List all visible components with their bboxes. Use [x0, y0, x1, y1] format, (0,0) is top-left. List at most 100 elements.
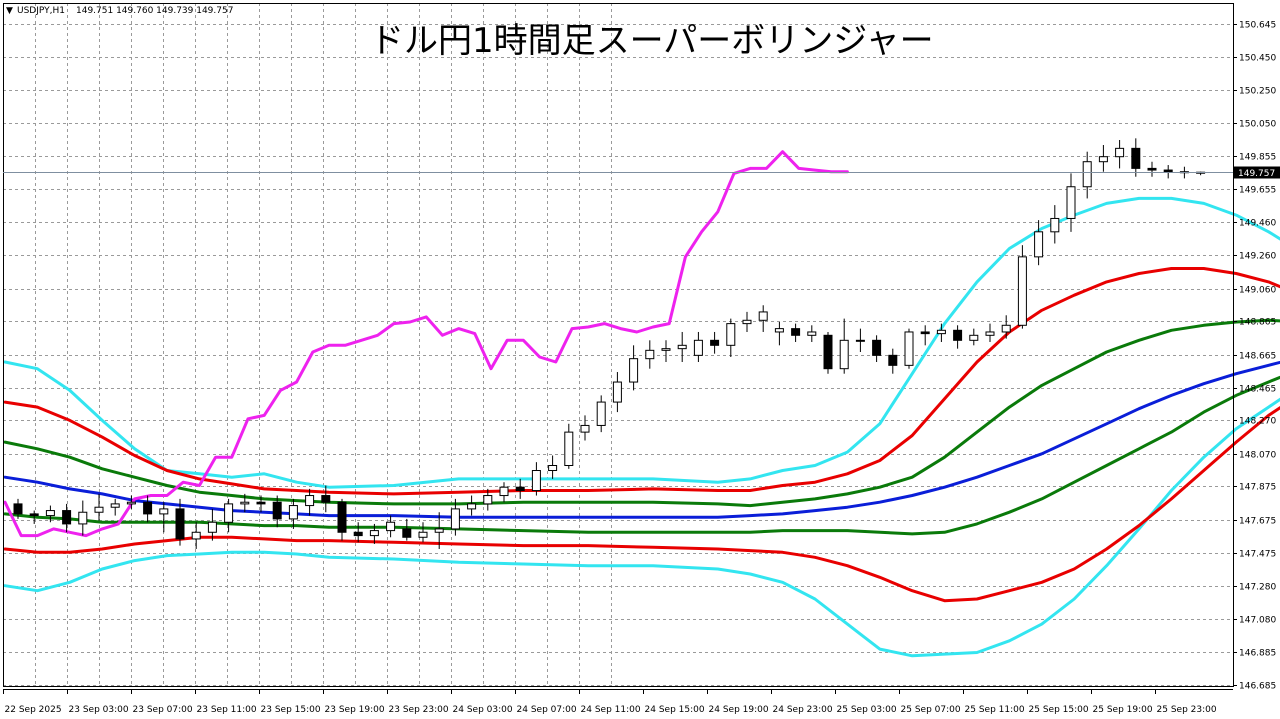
- candle: [807, 325, 817, 342]
- time-tick-label: 24 Sep 15:00: [645, 705, 705, 715]
- candle: [224, 498, 234, 533]
- candle: [726, 318, 736, 358]
- price-tick-label: 148.465: [1239, 385, 1276, 395]
- candle: [353, 522, 363, 543]
- candle-body-bear: [1163, 169, 1173, 173]
- candle-body-bear: [175, 508, 185, 540]
- price-tick-label: 146.885: [1239, 649, 1276, 659]
- candle: [1147, 161, 1157, 177]
- band-upper3: [3, 196, 1280, 489]
- candle-body-bull: [499, 486, 509, 497]
- candle-body-bull: [45, 510, 55, 517]
- time-tick-label: 23 Sep 19:00: [325, 705, 385, 715]
- candle: [94, 493, 104, 521]
- candle: [710, 331, 720, 354]
- band-lower3: [3, 397, 1280, 658]
- candle: [110, 498, 120, 516]
- candle: [288, 498, 298, 529]
- candle-body-bear: [953, 329, 963, 341]
- candle: [62, 503, 72, 533]
- price-tick-label: 148.865: [1239, 318, 1276, 328]
- time-tick-label: 24 Sep 19:00: [709, 705, 769, 715]
- candle-body-bear: [13, 503, 23, 515]
- candle: [418, 522, 428, 543]
- candle: [1163, 165, 1173, 179]
- dropdown-arrow-icon[interactable]: ▼: [6, 6, 13, 16]
- candle-body-bull: [207, 521, 217, 533]
- candle: [1082, 151, 1092, 199]
- price-tick-label: 147.675: [1239, 517, 1276, 527]
- candle: [953, 325, 963, 349]
- candle: [369, 523, 379, 544]
- candle: [872, 335, 882, 363]
- candle: [969, 328, 979, 346]
- bollinger-bands: [3, 150, 1280, 658]
- candle-body-bull: [548, 465, 558, 472]
- candle: [1001, 315, 1011, 339]
- candle-body-bull: [645, 349, 655, 360]
- time-tick-label: 24 Sep 07:00: [517, 705, 577, 715]
- candle-body-bear: [515, 486, 525, 492]
- candle: [191, 522, 201, 549]
- candle-body-bear: [920, 331, 930, 335]
- candle-body-bear: [256, 501, 266, 505]
- candle-body-bull: [531, 470, 541, 492]
- time-tick-label: 25 Sep 15:00: [1029, 705, 1089, 715]
- candle: [321, 485, 331, 513]
- band-lower2: [3, 405, 1280, 603]
- candle-body-bull: [110, 503, 120, 508]
- candle-body-bull: [288, 505, 298, 520]
- candle: [175, 498, 185, 546]
- time-tick-label: 24 Sep 11:00: [581, 705, 641, 715]
- candle-body-bull: [224, 503, 234, 523]
- candle: [564, 423, 574, 469]
- candle-body-bull: [726, 323, 736, 346]
- ohlc-readout: 149.751 149.760 149.739 149.757: [76, 6, 233, 16]
- candle-body-bear: [1131, 147, 1141, 169]
- candle: [645, 340, 655, 369]
- candle: [936, 323, 946, 342]
- candle-body-bear: [337, 501, 347, 533]
- candle-body-bull: [904, 331, 914, 366]
- candle: [839, 318, 849, 374]
- candle: [791, 323, 801, 342]
- time-tick-label: 25 Sep 03:00: [837, 705, 897, 715]
- band-middle: [3, 360, 1280, 519]
- candle-body-bull: [1115, 147, 1125, 158]
- candle: [1017, 245, 1027, 329]
- price-tick-label: 148.070: [1239, 451, 1276, 461]
- band-upper1: [3, 318, 1280, 508]
- candle-body-bull: [774, 328, 784, 333]
- price-tick-label: 150.450: [1239, 54, 1276, 64]
- candle: [823, 331, 833, 374]
- candle-body-bull: [596, 401, 606, 426]
- price-tick-label: 150.250: [1239, 87, 1276, 97]
- candle-body-bull: [434, 528, 444, 533]
- candle-body-bear: [888, 354, 898, 366]
- candle: [159, 502, 169, 533]
- candle: [661, 340, 671, 363]
- price-tick-label: 147.875: [1239, 483, 1276, 493]
- candlesticks: [13, 138, 1206, 549]
- time-tick-label: 24 Sep 03:00: [453, 705, 513, 715]
- price-tick-label: 149.460: [1239, 219, 1276, 229]
- candle-body-bull: [1098, 156, 1108, 163]
- time-tick-label: 23 Sep 15:00: [261, 705, 321, 715]
- price-tick-label: 150.050: [1239, 120, 1276, 130]
- candle-body-bear: [402, 528, 412, 538]
- price-axis[interactable]: 150.645 150.450 150.250 150.050 149.855 149.6…: [1233, 21, 1280, 692]
- price-tick-label: 147.280: [1239, 583, 1276, 593]
- time-tick-label: 25 Sep 07:00: [901, 705, 961, 715]
- candle: [855, 328, 865, 352]
- candle: [515, 478, 525, 499]
- time-tick-label: 23 Sep 07:00: [133, 705, 193, 715]
- candle-body-bull: [94, 506, 104, 513]
- candle-body-bull: [386, 521, 396, 532]
- candle: [386, 515, 396, 538]
- price-tick-label: 148.270: [1239, 417, 1276, 427]
- price-tick-label: 146.685: [1239, 682, 1276, 692]
- time-tick-label: 24 Sep 23:00: [773, 705, 833, 715]
- candle: [272, 495, 282, 528]
- time-axis[interactable]: 22 Sep 2025 23 Sep 03:00 23 Sep 07:00 23 Se…: [3, 689, 1217, 715]
